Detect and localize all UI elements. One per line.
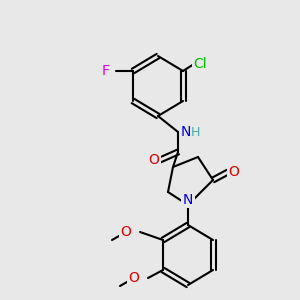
Text: O: O (121, 225, 131, 239)
Text: H: H (191, 125, 200, 139)
Text: Cl: Cl (193, 57, 207, 71)
Text: N: N (183, 193, 193, 207)
Text: O: O (229, 165, 239, 179)
Text: O: O (129, 271, 140, 285)
Text: O: O (148, 153, 159, 167)
Text: N: N (181, 125, 191, 139)
Text: F: F (102, 64, 110, 78)
